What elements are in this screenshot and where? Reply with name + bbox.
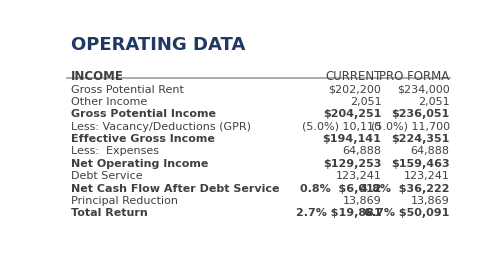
Text: $129,253: $129,253: [323, 158, 382, 168]
Text: Other Income: Other Income: [71, 97, 147, 106]
Text: Net Operating Income: Net Operating Income: [71, 158, 208, 168]
Text: 2,051: 2,051: [350, 97, 382, 106]
Text: $194,141: $194,141: [323, 134, 382, 144]
Text: PRO FORMA: PRO FORMA: [380, 70, 450, 83]
Text: CURRENT: CURRENT: [325, 70, 382, 83]
Text: 13,869: 13,869: [411, 195, 450, 205]
Text: Debt Service: Debt Service: [71, 170, 143, 181]
Text: $236,051: $236,051: [392, 109, 450, 119]
Text: Net Cash Flow After Debt Service: Net Cash Flow After Debt Service: [71, 183, 279, 193]
Text: $202,200: $202,200: [329, 84, 382, 94]
Text: Gross Potential Rent: Gross Potential Rent: [71, 84, 183, 94]
Text: 0.8%  $6,012: 0.8% $6,012: [300, 183, 382, 193]
Text: 123,241: 123,241: [404, 170, 450, 181]
Text: 2,051: 2,051: [418, 97, 450, 106]
Text: Effective Gross Income: Effective Gross Income: [71, 134, 215, 144]
Text: 13,869: 13,869: [343, 195, 382, 205]
Text: 2.7% $19,881: 2.7% $19,881: [296, 208, 382, 217]
Text: OPERATING DATA: OPERATING DATA: [71, 36, 245, 54]
Text: $159,463: $159,463: [391, 158, 450, 168]
Text: Less:  Expenses: Less: Expenses: [71, 146, 159, 156]
Text: 64,888: 64,888: [342, 146, 382, 156]
Text: $204,251: $204,251: [323, 109, 382, 119]
Text: (5.0%) 11,700: (5.0%) 11,700: [370, 121, 450, 131]
Text: INCOME: INCOME: [71, 70, 123, 83]
Text: $224,351: $224,351: [391, 134, 450, 144]
Text: 64,888: 64,888: [411, 146, 450, 156]
Text: Less: Vacancy/Deductions (GPR): Less: Vacancy/Deductions (GPR): [71, 121, 251, 131]
Text: 4.8%  $36,222: 4.8% $36,222: [360, 183, 450, 193]
Text: 123,241: 123,241: [336, 170, 382, 181]
Text: (5.0%) 10,110: (5.0%) 10,110: [302, 121, 382, 131]
Text: Total Return: Total Return: [71, 208, 148, 217]
Text: Principal Reduction: Principal Reduction: [71, 195, 178, 205]
Text: 6.7% $50,091: 6.7% $50,091: [364, 208, 450, 217]
Text: $234,000: $234,000: [397, 84, 450, 94]
Text: Gross Potential Income: Gross Potential Income: [71, 109, 216, 119]
